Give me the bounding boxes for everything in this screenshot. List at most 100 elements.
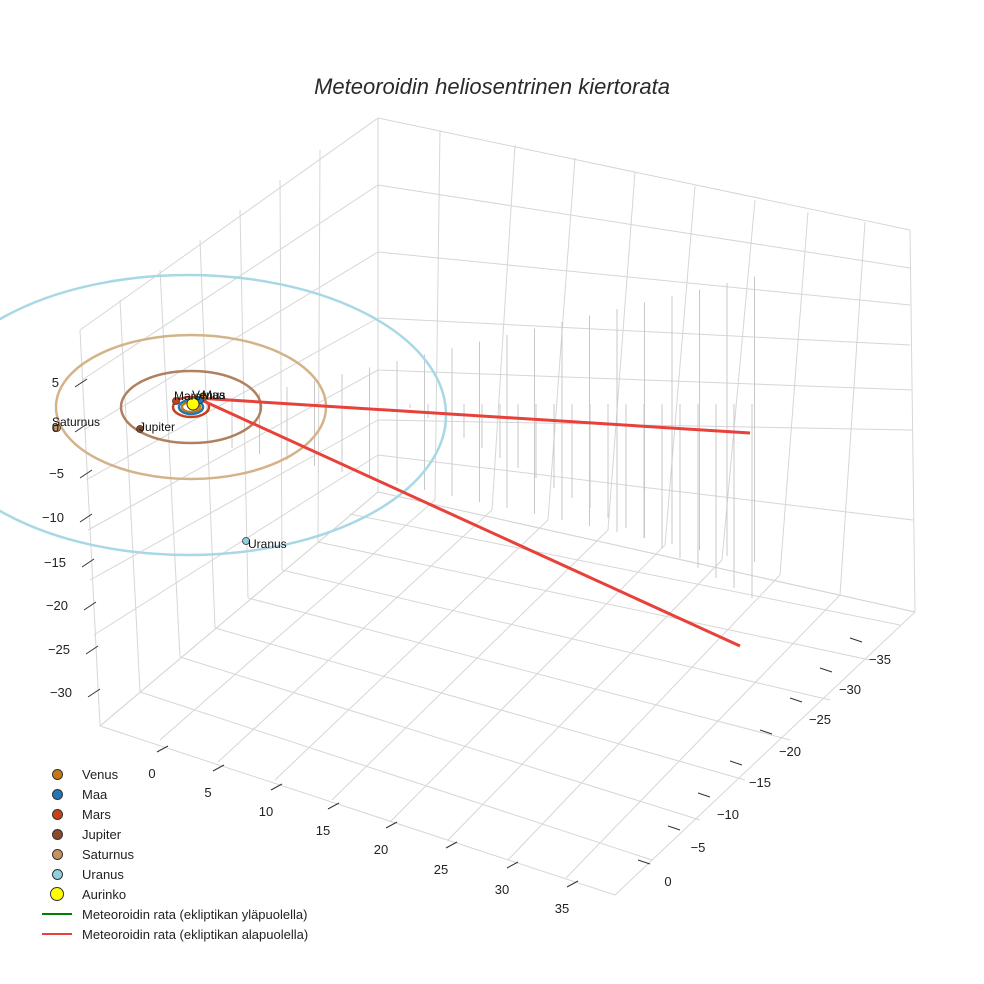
legend-label: Mars	[82, 806, 111, 822]
z-axis-tick-label: −10	[42, 510, 64, 525]
chart-title: Meteoroidin heliosentrinen kiertorata	[314, 74, 670, 99]
jupiter-label: Jupiter	[139, 420, 175, 434]
floor-grid-line	[217, 509, 493, 763]
y-axis-tick-mark	[270, 783, 283, 791]
x-axis-tick-label: −5	[691, 840, 706, 855]
y-axis-tick-mark	[212, 764, 225, 772]
z-axis-tick-mark	[81, 558, 95, 568]
z-axis-tick-label: −30	[50, 685, 72, 700]
y-axis-tick-label: 0	[148, 766, 155, 781]
legend-marker	[51, 768, 63, 780]
legend-item[interactable]: Aurinko	[40, 884, 308, 904]
legend-item[interactable]: Uranus	[40, 864, 308, 884]
right-wall-grid-line	[491, 144, 516, 511]
legend-symbol	[40, 824, 74, 844]
legend-marker	[51, 848, 63, 860]
x-axis-tick-label: −25	[809, 712, 831, 727]
legend-symbol	[40, 864, 74, 884]
floor-grid-line	[247, 597, 791, 741]
left-wall-grid-line	[79, 117, 379, 331]
legend-label: Jupiter	[82, 826, 122, 842]
right-wall-grid-line	[839, 221, 866, 596]
y-axis-tick-mark	[156, 745, 169, 753]
x-axis-tick-mark	[789, 697, 803, 703]
y-axis-tick-label: 30	[495, 882, 509, 897]
saturnus-point	[53, 424, 61, 432]
uranus-label: Uranus	[248, 537, 287, 551]
y-axis-tick-mark	[566, 880, 579, 888]
y-axis-tick-label: 20	[374, 842, 388, 857]
y-axis-tick-mark	[506, 861, 519, 869]
legend-label: Venus	[82, 766, 119, 782]
legend-symbol	[40, 904, 74, 924]
z-axis-tick-mark	[79, 469, 93, 479]
floor-grid-line	[99, 725, 616, 896]
legend-marker	[51, 828, 63, 840]
x-axis-tick-label: −15	[749, 775, 771, 790]
legend-item[interactable]: Saturnus	[40, 844, 308, 864]
legend-label: Aurinko	[82, 886, 127, 902]
legend-marker	[51, 788, 63, 800]
right-wall-grid-line	[377, 251, 911, 306]
z-axis-tick-mark	[74, 423, 88, 433]
legend-marker	[51, 868, 63, 880]
floor-grid-line	[281, 569, 831, 701]
trajectory-drop-lines	[231, 276, 755, 598]
floor-grid-line	[317, 541, 871, 661]
jupiter-orbit	[119, 369, 263, 445]
y-axis-tick-label: 15	[316, 823, 330, 838]
x-axis-tick-mark	[729, 760, 743, 766]
x-axis-tick-label: −20	[779, 744, 801, 759]
right-wall-grid-line	[377, 454, 914, 521]
floor-grid-line	[447, 559, 723, 841]
legend-symbol	[40, 784, 74, 804]
x-axis-tick-label: −35	[869, 652, 891, 667]
y-axis-tick-label: 10	[259, 804, 273, 819]
left-wall-grid-line	[89, 419, 379, 581]
maa-near-label: Maa	[202, 388, 226, 402]
floor-grid-line	[274, 519, 549, 781]
left-wall-grid-line	[99, 491, 379, 727]
z-axis-tick-label: −25	[48, 642, 70, 657]
y-axis-tick-mark	[327, 802, 340, 810]
legend-symbol	[40, 844, 74, 864]
right-wall-grid-line	[779, 211, 809, 576]
z-axis-tick-mark	[79, 513, 93, 523]
y-axis-tick-label: 5	[204, 785, 211, 800]
left-wall-grid-line	[81, 184, 379, 381]
z-axis-tick-label: 0	[52, 420, 59, 435]
legend-label: Saturnus	[82, 846, 135, 862]
y-axis-tick-mark	[385, 821, 398, 829]
legend-label: Meteoroidin rata (ekliptikan alapuolella…	[82, 926, 309, 942]
z-axis-tick-label: −20	[46, 598, 68, 613]
left-wall-grid-line	[93, 454, 379, 636]
left-wall-grid-line	[159, 269, 181, 658]
left-wall-grid-line	[87, 369, 379, 531]
legend-item[interactable]: Meteoroidin rata (ekliptikan alapuolella…	[40, 924, 308, 944]
legend-item[interactable]: Mars	[40, 804, 308, 824]
legend: Venus Maa Mars Jupiter Saturnus Uranus Aurinko…	[40, 764, 308, 944]
legend-label: Uranus	[82, 866, 124, 882]
legend-item[interactable]: Venus	[40, 764, 308, 784]
legend-item[interactable]: Meteoroidin rata (ekliptikan yläpuolella…	[40, 904, 308, 924]
left-wall-grid-line	[83, 251, 379, 431]
left-wall-grid-line	[279, 179, 283, 571]
legend-item[interactable]: Jupiter	[40, 824, 308, 844]
right-wall-grid-line	[434, 129, 441, 501]
legend-label: Maa	[82, 786, 108, 802]
legend-marker	[51, 808, 63, 820]
floor-grid-line	[159, 499, 436, 741]
venus-near-label: Venus	[192, 388, 225, 402]
left-wall-grid-line	[79, 329, 101, 727]
uranus-point	[242, 537, 250, 545]
legend-marker	[42, 933, 72, 935]
z-axis-tick-label: −15	[44, 555, 66, 570]
x-axis-tick-mark	[819, 667, 833, 673]
legend-label: Meteoroidin rata (ekliptikan yläpuolella…	[82, 906, 308, 922]
z-axis-tick-label: −5	[49, 466, 64, 481]
floor-grid-line	[331, 529, 609, 801]
right-wall-grid-line	[377, 117, 911, 231]
legend-item[interactable]: Maa	[40, 784, 308, 804]
y-axis-tick-label: 25	[434, 862, 448, 877]
